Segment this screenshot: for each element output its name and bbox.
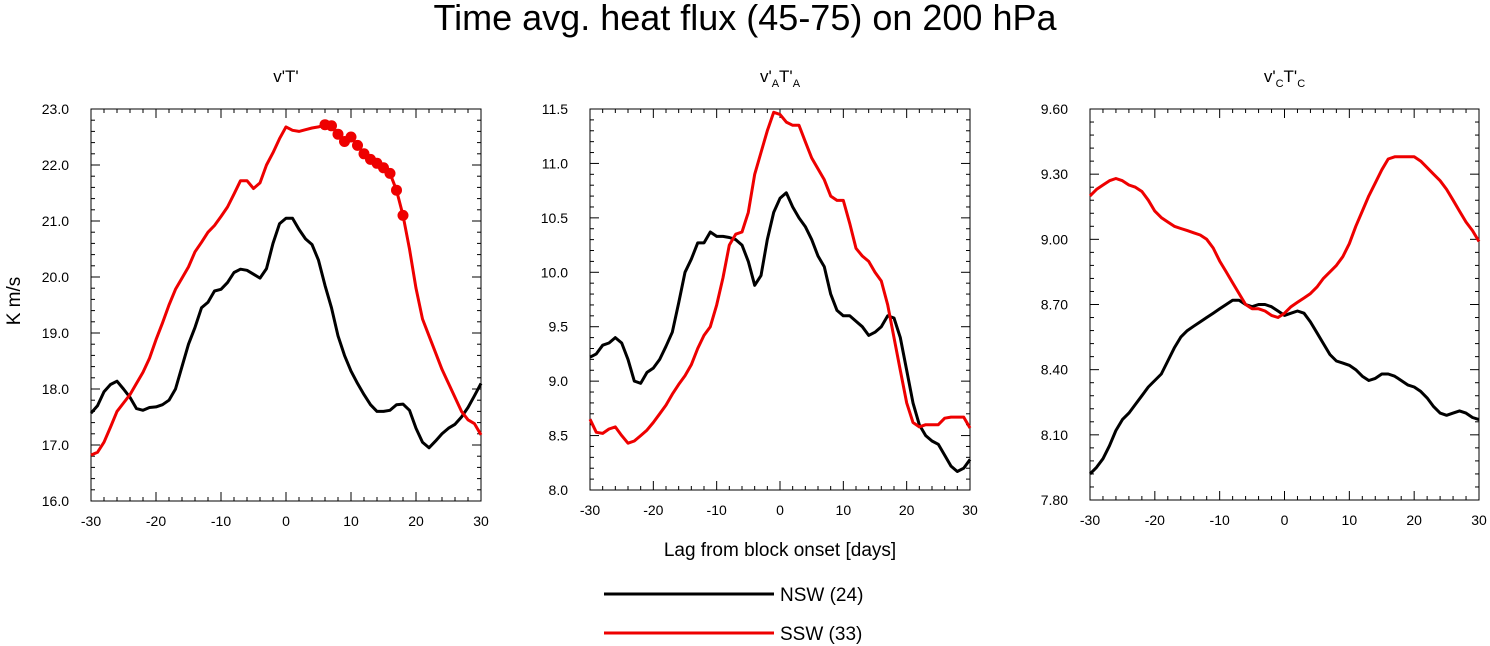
x-tick-label: -10 [1210,512,1230,528]
y-tick-label: 8.0 [549,482,569,498]
x-tick-label: -20 [1145,512,1165,528]
panel-title: v'T' [273,67,298,86]
x-tick-label: 20 [899,502,915,518]
x-tick-label: 10 [1342,512,1358,528]
y-tick-label: 9.30 [1041,166,1068,182]
y-tick-label: 11.5 [542,101,568,117]
plot-frame [589,108,971,491]
series-line-nsw [589,191,972,473]
x-tick-label: -10 [211,513,231,529]
panel-vt: -30 -20 -10 0 10 20 30 16.0 17.0 18.0 19.0 20.0 21.0… [42,67,489,529]
x-tick-label: 30 [1471,512,1487,528]
y-tick-label: 19.0 [42,325,69,341]
y-tick-label: 8.10 [1041,427,1068,443]
panel-title-subscript: C [1297,78,1305,90]
significance-marker [397,209,409,221]
significance-marker [384,167,396,179]
y-tick-label: 10.0 [541,264,568,280]
x-tick-label: -30 [580,502,600,518]
chart-title: Time avg. heat flux (45-75) on 200 hPa [433,0,1057,38]
series-line-nsw [89,216,483,450]
significance-marker [345,131,357,143]
y-axis-label: K m/s [4,277,25,326]
x-tick-label: 10 [343,513,359,529]
panel-title-part: v' [760,67,772,86]
y-tick-label: 17.0 [42,437,69,453]
legend-label-ssw: SSW (33) [780,624,862,645]
y-tick-label: 8.5 [549,428,569,444]
y-tick-label: 18.0 [42,381,69,397]
x-tick-label: 0 [1281,512,1289,528]
y-tick-label: 8.70 [1041,297,1068,313]
x-tick-label: 0 [282,513,290,529]
x-tick-label: -30 [1080,512,1100,528]
significance-marker [352,139,363,151]
legend: NSW (24) SSW (33) [604,585,863,645]
panel-va-ta: -30 -20 -10 0 10 20 30 8.0 8.5 9.0 9.5 10.0 10.5 11.0… [541,67,978,518]
y-tick-label: 16.0 [42,493,69,509]
legend-label-nsw: NSW (24) [780,585,863,606]
x-tick-label: 30 [473,513,489,529]
x-axis-label: Lag from block onset [days] [664,540,896,561]
panel-title-subscript: A [793,78,801,90]
series-line-ssw [90,123,483,457]
panel-title: v'AT'A [760,67,801,90]
series-line-ssw [1088,155,1481,319]
y-tick-label: 21.0 [42,213,69,229]
significance-marker [332,128,344,140]
y-tick-label: 11.0 [542,155,568,171]
panel-title-subscript: A [772,78,780,90]
y-tick-label: 8.40 [1041,362,1068,378]
y-tick-label: 7.80 [1041,492,1068,508]
x-tick-label: 20 [408,513,424,529]
y-tick-label: 23.0 [42,101,69,117]
x-tick-label: -30 [81,513,101,529]
x-tick-label: -20 [146,513,166,529]
x-tick-label: -20 [643,502,663,518]
x-tick-label: 20 [1406,512,1422,528]
y-tick-label: 9.00 [1041,231,1068,247]
significance-marker [326,120,337,132]
y-tick-label: 20.0 [42,269,69,285]
y-tick-label: 22.0 [42,157,69,173]
x-tick-label: -10 [707,502,727,518]
y-tick-label: 9.0 [549,373,569,389]
x-tick-label: 30 [962,502,978,518]
panel-title-part: v' [1264,67,1276,86]
panel-title-subscript: C [1276,78,1284,90]
series-line-nsw [1088,298,1480,475]
x-tick-label: 10 [836,502,852,518]
significance-marker [391,184,402,196]
series-line-ssw [588,110,972,445]
y-tick-label: 10.5 [541,210,568,226]
plot-frame [1089,108,1480,501]
x-tick-label: 0 [776,502,784,518]
panel-title: v'CT'C [1264,67,1305,90]
panel-vc-tc: -30 -20 -10 0 10 20 30 7.80 8.10 8.40 8.70 9.00 9.30… [1041,67,1487,528]
panel-title-part: T' [779,67,793,86]
panel-title-part: v'T' [273,67,298,86]
panel-title-part: T' [1284,67,1298,86]
y-tick-label: 9.5 [549,319,569,335]
y-tick-label: 9.60 [1041,101,1068,117]
